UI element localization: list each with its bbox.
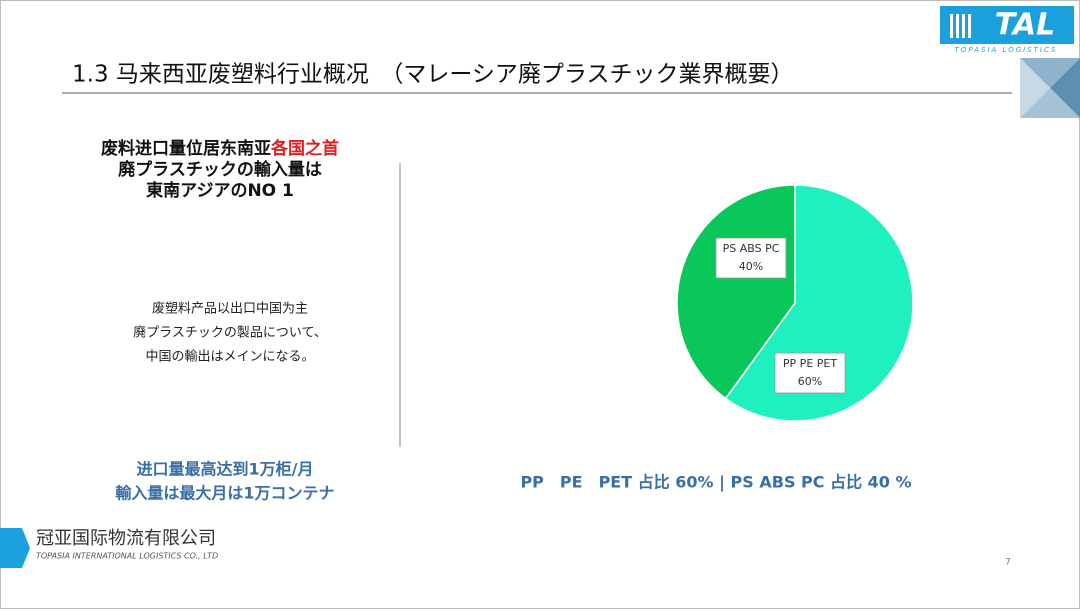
heading-emphasis: 各国之首 — [270, 138, 339, 159]
footer-company: 冠亚国际物流有限公司 — [36, 528, 216, 549]
logo-text: TAL — [995, 8, 1055, 43]
body-line: 废塑料产品以出口中国为主 — [152, 301, 308, 317]
data-label-box — [715, 237, 787, 279]
heading-line: 東南アジアのNO 1 — [146, 180, 294, 201]
body-line: 中国の輸出はメインになる。 — [145, 350, 314, 365]
slide-title: 1.3 马来西亚废塑料行业概况 （マレーシア廃プラスチック業界概要） — [72, 62, 793, 88]
pie-slice — [724, 184, 914, 422]
heading-line: 廃プラスチックの輸入量は — [118, 159, 322, 180]
data-label-value: 60% — [798, 375, 822, 388]
data-label-name: PS ABS PC — [723, 242, 780, 255]
logo-subtext: TOPASIA LOGISTICS — [955, 46, 1058, 54]
data-label-value: 40% — [739, 260, 763, 273]
heading-text: 废料进口量位居东南亚 — [101, 138, 271, 159]
highlight-line: 輸入量は最大月は1万コンテナ — [115, 484, 334, 503]
heading-line: 废料进口量位居东南亚各国之首 — [101, 138, 339, 159]
logo-stripes — [950, 14, 971, 38]
page-number: 7 — [1005, 558, 1011, 568]
decor-triangles — [1020, 58, 1080, 118]
pie-chart: PP PE PET 60% PS ABS PC 40% — [676, 184, 914, 422]
highlight-line: 进口量最高达到1万柜/月 — [137, 460, 314, 479]
data-label-name: PP PE PET — [783, 357, 837, 370]
chart-caption: PP PE PET 占比 60% | PS ABS PC 占比 40 % — [520, 473, 911, 493]
data-label-box — [774, 352, 846, 394]
footer-company-en: TOPASIA INTERNATIONAL LOGISTICS CO., LTD — [36, 552, 218, 561]
footer-mark — [0, 528, 30, 568]
body-line: 廃プラスチックの製品について、 — [133, 325, 327, 341]
